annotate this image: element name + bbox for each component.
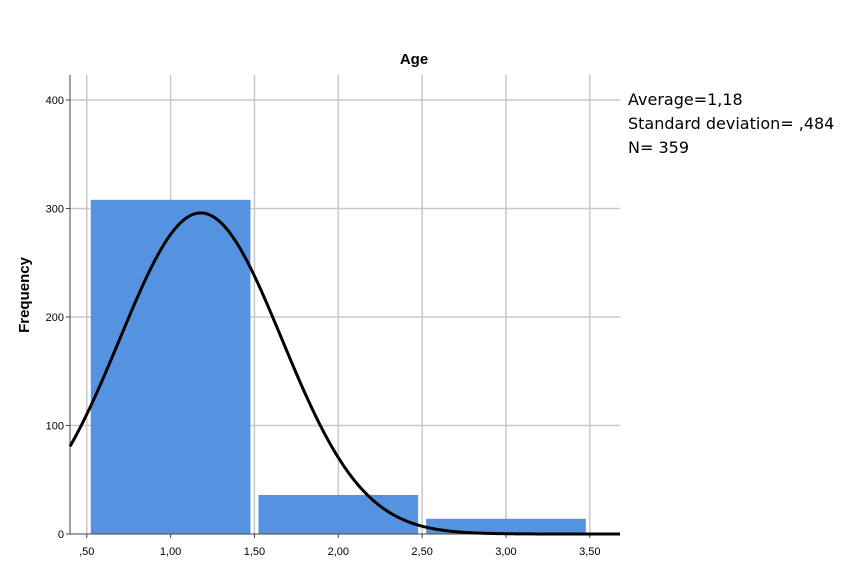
histogram-bars xyxy=(90,199,586,534)
y-axis-label: Frequency xyxy=(16,256,33,333)
stats-box: Average=1,18 Standard deviation= ,484 N=… xyxy=(628,88,834,160)
stat-average: Average=1,18 xyxy=(628,90,743,109)
normal-curve xyxy=(68,211,620,536)
normal-curve-group xyxy=(68,211,620,536)
x-tick-label: 3,50 xyxy=(579,546,600,558)
histogram-bar xyxy=(90,199,251,534)
grid-lines xyxy=(70,75,620,534)
y-tick-label: 300 xyxy=(46,204,64,216)
y-tick-label: 0 xyxy=(58,529,64,541)
chart-title: Age xyxy=(400,51,428,68)
y-tick-label: 100 xyxy=(46,421,64,433)
stat-std-dev: Standard deviation= ,484 xyxy=(628,114,835,133)
x-tick-label: 3,00 xyxy=(495,546,516,558)
stat-n: N= 359 xyxy=(628,138,689,157)
histogram-bar xyxy=(426,518,586,534)
x-tick-label: ,50 xyxy=(79,546,94,558)
x-tick-label: 2,00 xyxy=(328,546,349,558)
x-tick-label: 1,00 xyxy=(160,546,181,558)
y-tick-label: 200 xyxy=(46,312,64,324)
x-tick-label: 2,50 xyxy=(411,546,432,558)
y-tick-labels: 0 100 200 300 400 xyxy=(46,95,64,541)
x-tick-labels: ,50 1,00 1,50 2,00 2,50 3,00 3,50 xyxy=(79,546,600,558)
y-tick-label: 400 xyxy=(46,95,64,107)
x-tick-label: 1,50 xyxy=(244,546,265,558)
